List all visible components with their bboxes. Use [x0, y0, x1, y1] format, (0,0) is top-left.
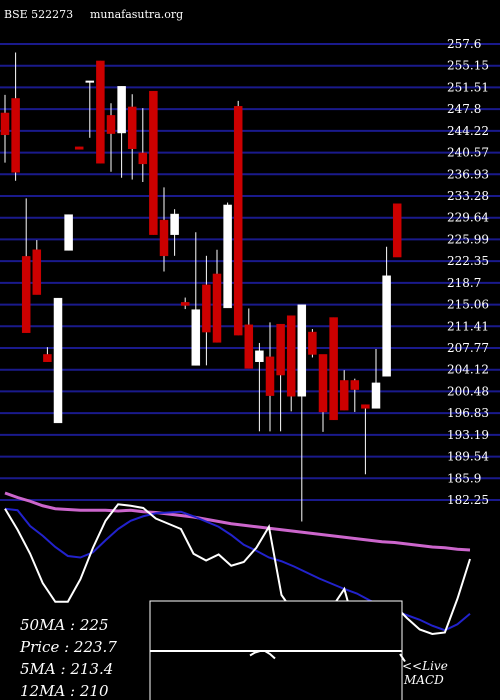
legend-price: Price : 223.7 [19, 638, 117, 656]
y-tick-label: 257.6 [447, 37, 481, 51]
legend-12ma: 12MA : 210 [20, 682, 109, 700]
candle-up [297, 304, 307, 397]
y-tick-label: 233.28 [447, 189, 489, 203]
candle-down [43, 354, 52, 362]
candle-down [286, 315, 296, 397]
candle-down [11, 98, 20, 173]
candle-down [244, 324, 254, 369]
candle-down [0, 112, 10, 136]
candlesticks [0, 52, 402, 522]
y-tick-label: 244.22 [447, 124, 489, 138]
y-tick-label: 222.35 [447, 254, 489, 268]
candle-up [117, 86, 126, 134]
macd-title: MACD [403, 673, 444, 687]
price-grid [0, 43, 500, 501]
candle-down [276, 323, 285, 376]
macd-line [249, 650, 276, 660]
candle-up [64, 214, 73, 251]
y-tick-label: 247.8 [447, 102, 481, 116]
legend-50ma: 50MA : 225 [20, 616, 109, 634]
candle-down [339, 380, 349, 411]
candle-down [159, 219, 169, 257]
candle-down [212, 273, 222, 343]
candle-down [318, 354, 328, 413]
y-tick-label: 204.12 [447, 363, 489, 377]
candle-down [106, 115, 116, 134]
y-tick-label: 182.25 [447, 493, 489, 507]
candle-up [85, 80, 95, 83]
candle-down [149, 90, 158, 235]
y-tick-label: 225.99 [447, 232, 489, 246]
line-50ma [4, 491, 471, 552]
y-tick-label: 193.19 [447, 428, 489, 442]
ticker-label: BSE 522273 [4, 8, 73, 21]
y-tick-label: 236.93 [447, 167, 489, 181]
candle-down [265, 356, 275, 396]
y-tick-label: 255.15 [447, 59, 489, 73]
legend-5ma: 5MA : 213.4 [20, 660, 113, 678]
candle-down [74, 146, 84, 150]
candle-down [361, 404, 370, 409]
candle-up [223, 204, 232, 309]
candle-down [233, 106, 243, 336]
macd-live-label: <<Live [402, 659, 448, 673]
candle-up [191, 309, 201, 366]
y-tick-label: 207.77 [447, 341, 489, 355]
y-tick-label: 211.41 [447, 319, 489, 333]
candle-down [138, 152, 148, 165]
y-tick-label: 240.57 [447, 146, 489, 160]
candle-down [329, 317, 338, 421]
candle-up [170, 213, 179, 235]
y-tick-label: 189.54 [447, 450, 489, 464]
y-tick-label: 200.48 [447, 384, 489, 398]
candle-up [371, 382, 381, 409]
candle-down [180, 302, 190, 306]
candle-down [350, 380, 360, 390]
candle-down [202, 284, 211, 333]
candle-down [392, 203, 402, 258]
y-tick-label: 251.51 [447, 80, 489, 94]
y-tick-label: 218.7 [447, 276, 481, 290]
candle-down [21, 256, 31, 333]
y-tick-label: 185.9 [447, 471, 481, 485]
candle-up [255, 350, 264, 362]
candle-up [53, 297, 63, 424]
macd-line [399, 653, 406, 663]
candle-up [382, 275, 391, 377]
y-tick-labels: 257.6 255.15 251.51 247.8 244.22 240.57 236.93… [447, 37, 489, 507]
site-label: munafasutra.org [90, 8, 183, 21]
candle-down [127, 106, 137, 149]
y-tick-label: 215.06 [447, 298, 489, 312]
candle-down [96, 60, 105, 164]
candle-down [32, 249, 42, 295]
macd-lines [150, 650, 406, 663]
candle-down [308, 331, 317, 355]
y-tick-label: 229.64 [447, 211, 489, 225]
y-tick-label: 196.83 [447, 406, 489, 420]
